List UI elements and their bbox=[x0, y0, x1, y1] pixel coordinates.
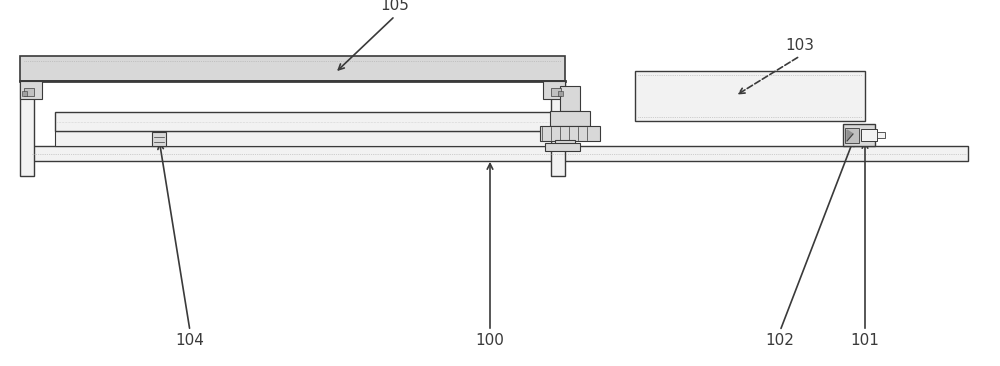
Bar bbox=[55, 112, 551, 131]
Bar bbox=[540, 126, 600, 141]
Text: 105: 105 bbox=[381, 0, 409, 13]
Polygon shape bbox=[847, 130, 853, 141]
Bar bbox=[560, 86, 580, 111]
Bar bbox=[843, 124, 875, 146]
Bar bbox=[543, 81, 565, 99]
Bar bbox=[545, 143, 580, 151]
Bar bbox=[635, 71, 865, 121]
Text: 100: 100 bbox=[476, 333, 504, 348]
Bar bbox=[30, 146, 968, 161]
Text: 104: 104 bbox=[176, 333, 204, 348]
Text: 101: 101 bbox=[851, 333, 879, 348]
Bar bbox=[555, 140, 575, 146]
Bar bbox=[152, 132, 166, 146]
Bar bbox=[861, 129, 877, 141]
Bar bbox=[55, 131, 551, 146]
Bar bbox=[550, 111, 590, 126]
Bar bbox=[558, 91, 563, 96]
Bar bbox=[22, 91, 27, 96]
Bar bbox=[20, 56, 565, 81]
Bar bbox=[20, 81, 34, 176]
Bar bbox=[20, 81, 42, 99]
Text: 102: 102 bbox=[766, 333, 794, 348]
Bar bbox=[24, 88, 34, 96]
Bar bbox=[551, 88, 561, 96]
Bar bbox=[551, 81, 565, 176]
Bar bbox=[877, 132, 885, 138]
Bar bbox=[845, 128, 859, 143]
Text: 103: 103 bbox=[786, 38, 814, 53]
